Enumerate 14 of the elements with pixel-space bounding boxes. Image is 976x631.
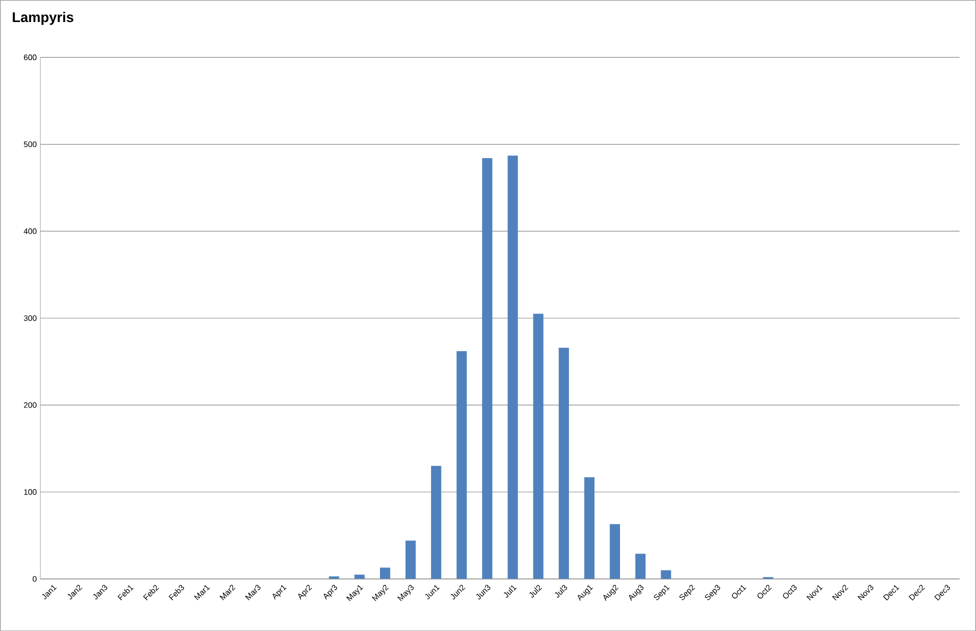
bar [431, 466, 442, 579]
bar [380, 567, 390, 579]
bar [660, 570, 672, 579]
bar [584, 477, 594, 579]
bar [533, 314, 544, 579]
bar [635, 554, 646, 579]
bar [354, 574, 365, 579]
bar [456, 351, 467, 579]
chart-title: Lampyris [12, 12, 74, 25]
bar [558, 348, 569, 579]
bar [508, 155, 518, 579]
bar [610, 524, 620, 579]
bar [482, 158, 492, 579]
bar [406, 540, 416, 579]
